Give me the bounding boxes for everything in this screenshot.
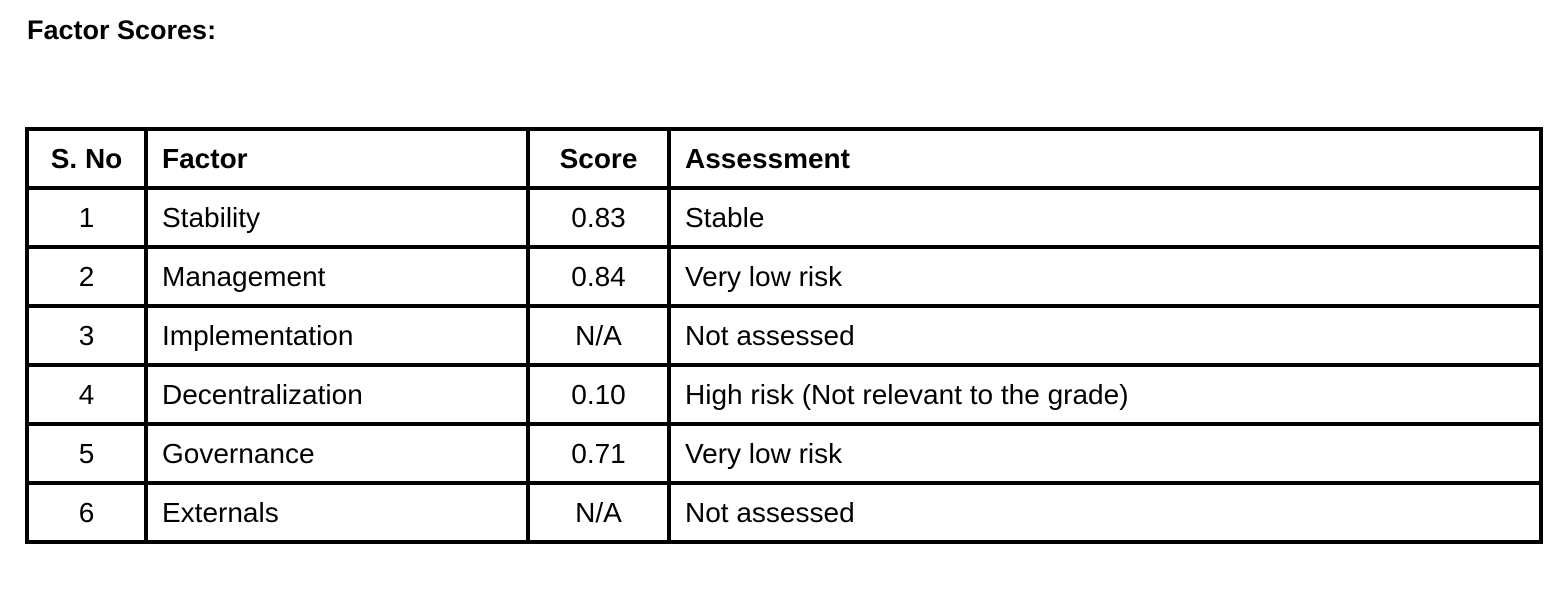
- cell-score: 0.71: [526, 422, 671, 485]
- cell-score: N/A: [526, 481, 671, 544]
- cell-assessment: Stable: [667, 186, 1543, 249]
- cell-assessment: Not assessed: [667, 481, 1543, 544]
- section-heading: Factor Scores:: [27, 15, 217, 45]
- cell-sno: 5: [25, 422, 148, 485]
- cell-sno: 6: [25, 481, 148, 544]
- table-row: 3 Implementation N/A Not assessed: [25, 304, 1543, 367]
- cell-factor: Stability: [144, 186, 530, 249]
- cell-score: 0.10: [526, 363, 671, 426]
- column-header-score: Score: [526, 127, 671, 190]
- cell-sno: 1: [25, 186, 148, 249]
- cell-factor: Decentralization: [144, 363, 530, 426]
- cell-score: 0.83: [526, 186, 671, 249]
- cell-factor: Governance: [144, 422, 530, 485]
- cell-sno: 4: [25, 363, 148, 426]
- cell-assessment: High risk (Not relevant to the grade): [667, 363, 1543, 426]
- table-header-row: S. No Factor Score Assessment: [25, 127, 1543, 190]
- cell-factor: Implementation: [144, 304, 530, 367]
- factor-scores-table: S. No Factor Score Assessment 1 Stabilit…: [25, 127, 1543, 544]
- cell-factor: Management: [144, 245, 530, 308]
- cell-factor: Externals: [144, 481, 530, 544]
- table-row: 2 Management 0.84 Very low risk: [25, 245, 1543, 308]
- cell-score: 0.84: [526, 245, 671, 308]
- cell-sno: 3: [25, 304, 148, 367]
- cell-score: N/A: [526, 304, 671, 367]
- column-header-assessment: Assessment: [667, 127, 1543, 190]
- cell-sno: 2: [25, 245, 148, 308]
- table-row: 4 Decentralization 0.10 High risk (Not r…: [25, 363, 1543, 426]
- column-header-factor: Factor: [144, 127, 530, 190]
- table-row: 1 Stability 0.83 Stable: [25, 186, 1543, 249]
- cell-assessment: Not assessed: [667, 304, 1543, 367]
- table-row: 6 Externals N/A Not assessed: [25, 481, 1543, 544]
- column-header-sno: S. No: [25, 127, 148, 190]
- cell-assessment: Very low risk: [667, 422, 1543, 485]
- cell-assessment: Very low risk: [667, 245, 1543, 308]
- table-row: 5 Governance 0.71 Very low risk: [25, 422, 1543, 485]
